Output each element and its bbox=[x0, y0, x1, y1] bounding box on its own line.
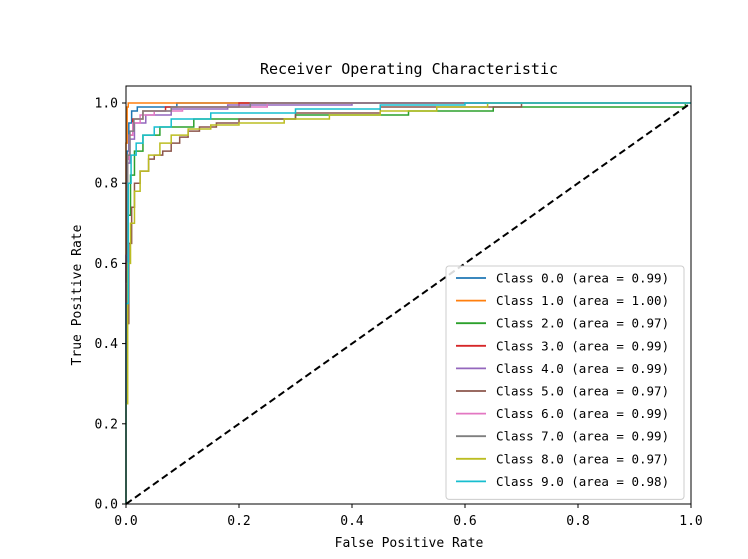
legend-entry-label: Class 8.0 (area = 0.97) bbox=[496, 451, 669, 466]
x-tick-label: 0.4 bbox=[340, 514, 364, 529]
legend-entry-label: Class 0.0 (area = 0.99) bbox=[496, 271, 669, 286]
legend-entry-label: Class 5.0 (area = 0.97) bbox=[496, 384, 669, 399]
x-tick-label: 0.0 bbox=[114, 514, 137, 529]
y-axis-label: True Positive Rate bbox=[70, 224, 85, 365]
y-tick-label: 0.4 bbox=[95, 337, 119, 352]
y-tick-label: 0.0 bbox=[95, 498, 118, 513]
legend-entry-label: Class 9.0 (area = 0.98) bbox=[496, 474, 669, 489]
plot-frame bbox=[125, 85, 692, 505]
chart-title: Receiver Operating Characteristic bbox=[260, 60, 558, 78]
legend-entry-label: Class 4.0 (area = 0.99) bbox=[496, 361, 669, 376]
x-tick-label: 1.0 bbox=[679, 514, 702, 529]
legend-entry-label: Class 3.0 (area = 0.99) bbox=[496, 338, 669, 353]
legend-box bbox=[445, 265, 685, 500]
y-tick-label: 0.2 bbox=[95, 417, 118, 432]
legend: Class 0.0 (area = 0.99) Class 1.0 (area =… bbox=[445, 265, 685, 500]
legend-entry-label: Class 1.0 (area = 1.00) bbox=[496, 293, 669, 308]
legend-entry-label: Class 2.0 (area = 0.97) bbox=[496, 316, 669, 331]
x-tick-label: 0.6 bbox=[453, 514, 476, 529]
reference-diagonal-line bbox=[125, 102, 692, 505]
legend-entry-label: Class 6.0 (area = 0.99) bbox=[496, 406, 669, 421]
series-line-class-9 bbox=[125, 102, 691, 504]
x-tick-label: 0.2 bbox=[227, 514, 250, 529]
y-tick-label: 0.6 bbox=[95, 257, 118, 272]
series-line-class-8 bbox=[125, 102, 691, 504]
x-tick-label: 0.8 bbox=[566, 514, 589, 529]
x-axis: 0.0 0.2 0.4 0.6 0.8 1.0 bbox=[114, 504, 703, 529]
x-axis-label: False Positive Rate bbox=[335, 536, 484, 551]
y-tick-label: 0.8 bbox=[95, 177, 118, 192]
y-tick-label: 1.0 bbox=[95, 97, 118, 112]
legend-entry-label: Class 7.0 (area = 0.99) bbox=[496, 429, 669, 444]
y-axis: 0.0 0.2 0.4 0.6 0.8 1.0 bbox=[95, 97, 126, 513]
